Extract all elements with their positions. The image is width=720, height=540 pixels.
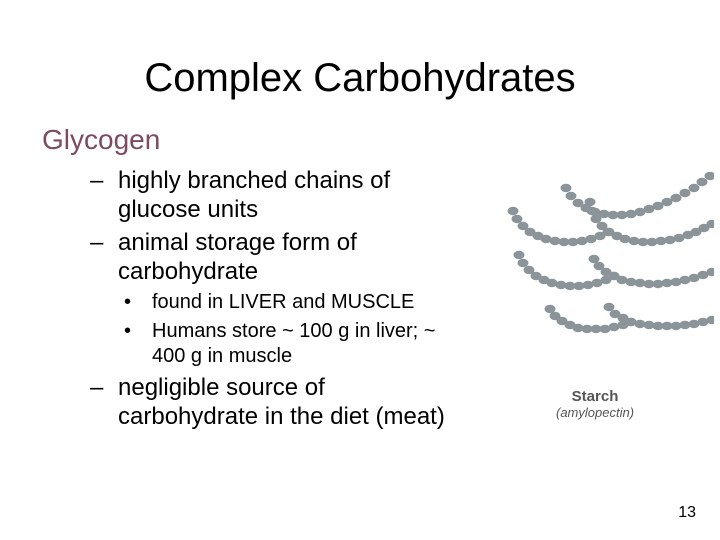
page-number: 13 [678, 504, 696, 522]
bullet-lvl1: animal storage form of carbohydrate [90, 228, 460, 286]
slide-title: Complex Carbohydrates [0, 56, 720, 101]
slide: { "title": { "text": "Complex Carbohydra… [0, 0, 720, 540]
body-text: highly branched chains of glucose unitsa… [90, 166, 460, 431]
diagram-caption: Starch (amylopectin) [556, 388, 634, 420]
slide-subtitle: Glycogen [42, 124, 160, 156]
bullet-lvl2: found in LIVER and MUSCLE [124, 290, 460, 315]
diagram-caption-sub: (amylopectin) [556, 405, 634, 420]
bullet-lvl2: Humans store ~ 100 g in liver; ~ 400 g i… [124, 319, 460, 369]
bullet-lvl1: highly branched chains of glucose units [90, 166, 460, 224]
glycogen-diagram [478, 172, 714, 382]
bullet-lvl1: negligible source of carbohydrate in the… [90, 373, 460, 431]
diagram-caption-main: Starch [556, 388, 634, 405]
